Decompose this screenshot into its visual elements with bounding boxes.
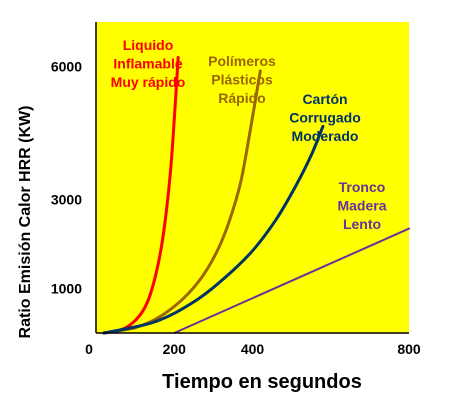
series-label-line: Tronco xyxy=(339,179,386,195)
tick-labels: 0 200 400 800 1000 3000 6000 xyxy=(51,58,421,357)
x-axis-title: Tiempo en segundos xyxy=(162,371,362,393)
plot-background xyxy=(96,22,409,333)
series-label-line: Polímeros xyxy=(208,53,276,69)
y-axis-title: Ratio Emisión Calor HRR (KW) xyxy=(17,106,34,339)
series-label-line: Corrugado xyxy=(289,110,361,126)
series-label-line: Plásticos xyxy=(211,72,273,88)
series-labels: Liquido Inflamable Muy rápido Polímeros Plás… xyxy=(111,37,387,232)
x-tick-label: 200 xyxy=(163,341,187,357)
y-tick-label: 1000 xyxy=(51,281,82,297)
series-label-2: Polímeros Plásticos Rápido xyxy=(208,53,276,106)
y-tick-label: 3000 xyxy=(51,192,82,208)
series-label-line: Madera xyxy=(337,198,386,214)
series-label-4: Tronco Madera Lento xyxy=(337,179,386,232)
series-label-line: Moderado xyxy=(292,128,359,144)
series-label-3: Cartón Corrugado Moderado xyxy=(289,91,361,144)
series-lines xyxy=(102,56,410,335)
series-label-1: Liquido Inflamable Muy rápido xyxy=(111,37,186,90)
series-label-line: Lento xyxy=(343,216,381,232)
x-tick-label: 0 xyxy=(85,341,93,357)
series-label-line: Cartón xyxy=(302,91,347,107)
x-tick-label: 400 xyxy=(241,341,265,357)
series-label-line: Rápido xyxy=(218,90,265,106)
y-tick-label: 6000 xyxy=(51,58,82,74)
series-line-3 xyxy=(102,124,325,335)
series-line-4 xyxy=(173,227,410,334)
x-tick-label: 800 xyxy=(397,341,421,357)
series-label-line: Muy rápido xyxy=(111,74,186,90)
series-label-line: Liquido xyxy=(123,37,174,53)
series-label-line: Inflamable xyxy=(113,56,182,72)
